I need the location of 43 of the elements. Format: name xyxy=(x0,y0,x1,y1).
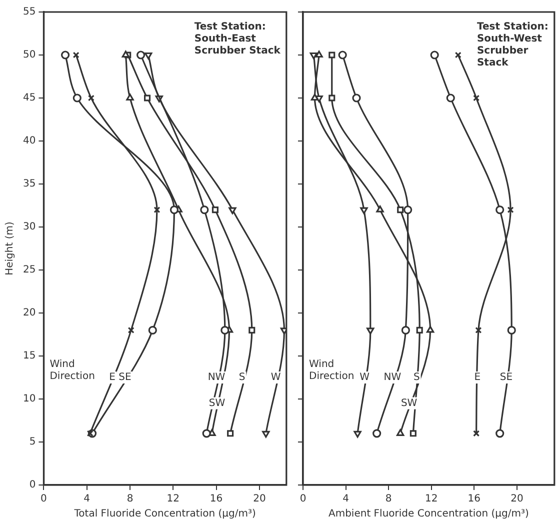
series-label: S xyxy=(413,372,420,384)
series-label: E xyxy=(474,372,481,384)
series-label: S xyxy=(238,372,246,384)
series-label: SE xyxy=(118,372,132,384)
y-tick-label: 25 xyxy=(22,264,36,276)
series-label: W xyxy=(270,372,281,384)
x-tick-label: 12 xyxy=(425,494,438,505)
x-tick-label: 12 xyxy=(166,494,180,505)
y-axis-title: Height (m) xyxy=(4,222,16,276)
annotation: Wind Direction xyxy=(309,359,354,382)
y-tick-label: 20 xyxy=(22,308,36,319)
x-tick-label: 0 xyxy=(40,494,47,505)
x-tick-label: 4 xyxy=(342,494,349,505)
x-axis-title: Ambient Fluoride Concentration (μg/m³) xyxy=(328,508,529,520)
text: Test Station: South-East Scrubber Stack xyxy=(194,22,281,57)
x-tick-label: 16 xyxy=(210,494,223,505)
series-label: W xyxy=(360,372,370,384)
x-tick-label: 16 xyxy=(468,494,481,505)
series-label: NW xyxy=(208,372,226,384)
series-label: SE xyxy=(500,372,513,384)
x-axis-title: Total Fluoride Concentration (μg/m³) xyxy=(73,508,256,520)
text: Test Station: South-West Scrubber Stack xyxy=(476,22,548,69)
x-tick-label: 8 xyxy=(126,494,134,505)
y-tick-label: 55 xyxy=(22,6,36,18)
series-label: SW xyxy=(208,398,226,409)
y-tick-label: 0 xyxy=(29,480,36,491)
series-label: NW xyxy=(384,372,402,384)
x-tick-label: 8 xyxy=(385,494,392,505)
series-label: E xyxy=(109,372,116,384)
x-tick-label: 20 xyxy=(253,494,266,505)
y-tick-label: 10 xyxy=(22,394,36,405)
y-tick-label: 30 xyxy=(22,222,36,233)
series-label: SW xyxy=(400,398,418,409)
y-tick-label: 45 xyxy=(22,92,36,104)
y-tick-label: 50 xyxy=(22,50,36,61)
y-tick-label: 40 xyxy=(22,136,36,147)
x-tick-label: 4 xyxy=(84,494,90,505)
y-tick-label: 5 xyxy=(29,436,36,448)
y-tick-label: 35 xyxy=(22,178,36,190)
x-tick-label: 0 xyxy=(300,494,306,505)
x-tick-label: 20 xyxy=(510,494,524,505)
annotation: Wind Direction xyxy=(50,359,95,382)
y-tick-label: 15 xyxy=(22,350,36,362)
